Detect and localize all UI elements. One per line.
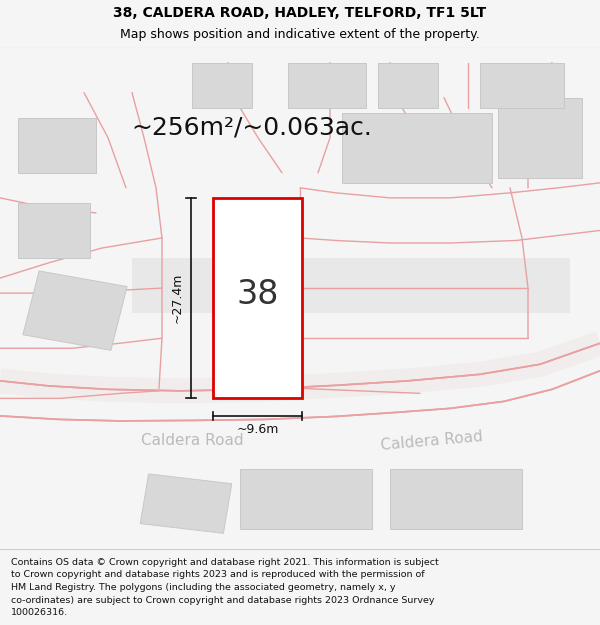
Text: Caldera Road: Caldera Road [380,429,484,453]
Bar [132,258,570,313]
Bar [288,62,366,107]
Text: 100026316.: 100026316. [11,608,68,618]
Text: ~27.4m: ~27.4m [170,273,184,323]
Bar [18,203,90,258]
Polygon shape [23,271,127,351]
Bar [378,62,438,107]
Text: 38: 38 [236,278,278,311]
Bar [18,118,96,172]
Bar [240,469,372,529]
Text: to Crown copyright and database rights 2023 and is reproduced with the permissio: to Crown copyright and database rights 2… [11,571,424,579]
Polygon shape [140,474,232,533]
Bar [342,112,492,183]
Bar [213,198,302,398]
Text: 38, CALDERA ROAD, HADLEY, TELFORD, TF1 5LT: 38, CALDERA ROAD, HADLEY, TELFORD, TF1 5… [113,6,487,20]
Text: HM Land Registry. The polygons (including the associated geometry, namely x, y: HM Land Registry. The polygons (includin… [11,583,395,592]
Text: Map shows position and indicative extent of the property.: Map shows position and indicative extent… [120,28,480,41]
Text: ~9.6m: ~9.6m [236,423,278,436]
Bar [480,62,564,107]
Text: co-ordinates) are subject to Crown copyright and database rights 2023 Ordnance S: co-ordinates) are subject to Crown copyr… [11,596,434,604]
Bar [192,62,252,107]
Text: Caldera Road: Caldera Road [140,434,244,449]
Text: ~256m²/~0.063ac.: ~256m²/~0.063ac. [131,116,373,140]
Text: Contains OS data © Crown copyright and database right 2021. This information is : Contains OS data © Crown copyright and d… [11,558,439,567]
Bar [390,469,522,529]
Bar [498,98,582,178]
